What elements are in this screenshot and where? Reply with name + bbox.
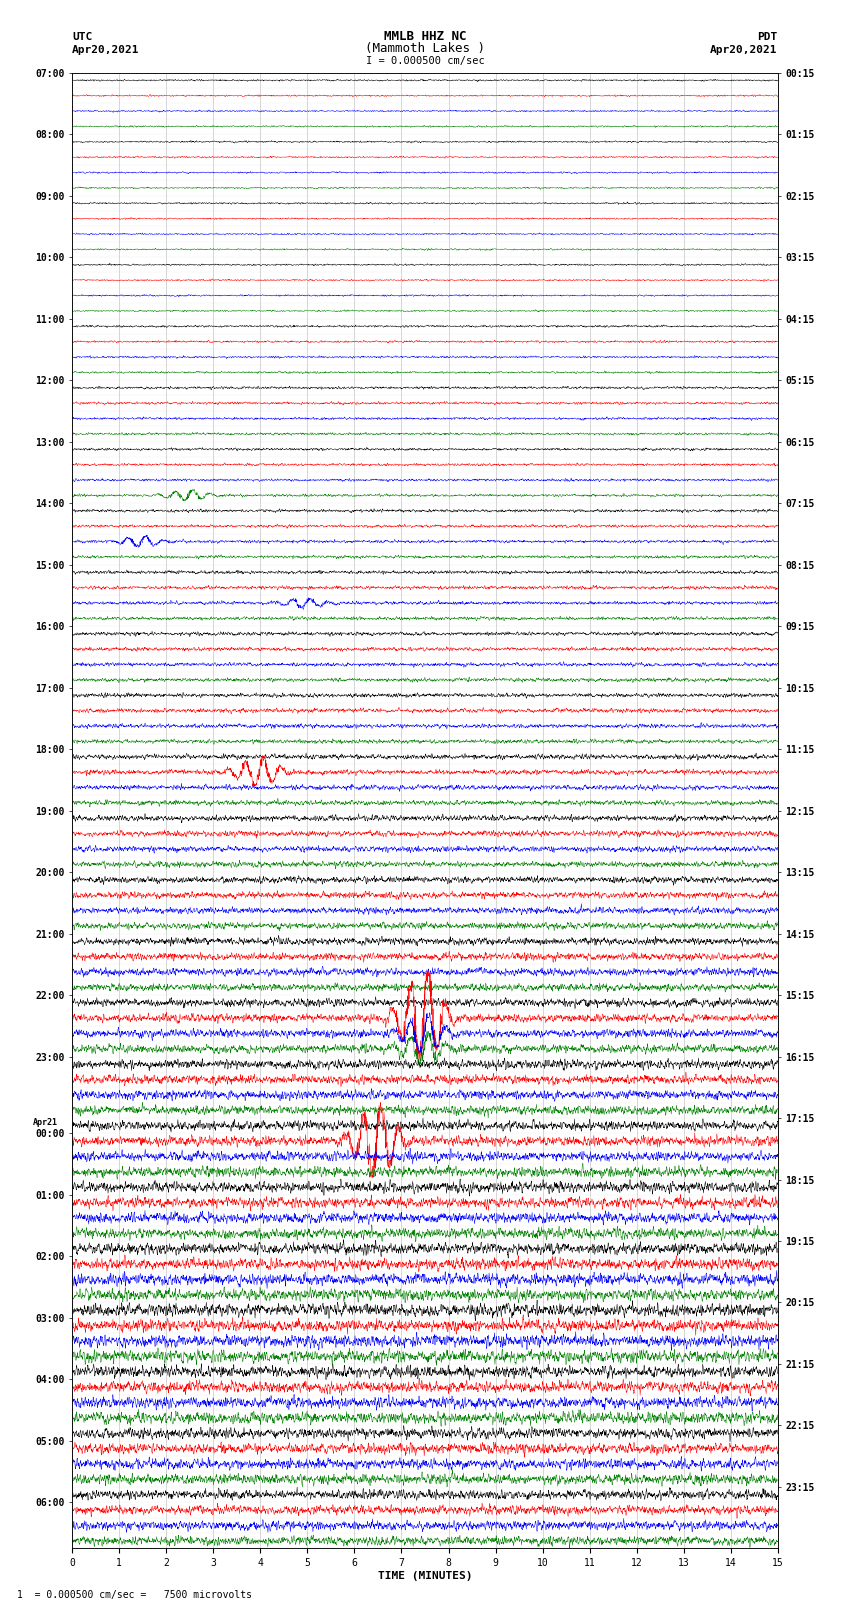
Text: I = 0.000500 cm/sec: I = 0.000500 cm/sec xyxy=(366,56,484,66)
Text: Apr20,2021: Apr20,2021 xyxy=(711,45,778,55)
Text: (Mammoth Lakes ): (Mammoth Lakes ) xyxy=(365,42,485,55)
Text: Apr21: Apr21 xyxy=(33,1118,58,1127)
Text: Apr20,2021: Apr20,2021 xyxy=(72,45,139,55)
Text: MMLB HHZ NC: MMLB HHZ NC xyxy=(383,29,467,44)
Text: UTC: UTC xyxy=(72,32,93,42)
Text: PDT: PDT xyxy=(757,32,778,42)
Text: 1  = 0.000500 cm/sec =   7500 microvolts: 1 = 0.000500 cm/sec = 7500 microvolts xyxy=(17,1590,252,1600)
X-axis label: TIME (MINUTES): TIME (MINUTES) xyxy=(377,1571,473,1581)
